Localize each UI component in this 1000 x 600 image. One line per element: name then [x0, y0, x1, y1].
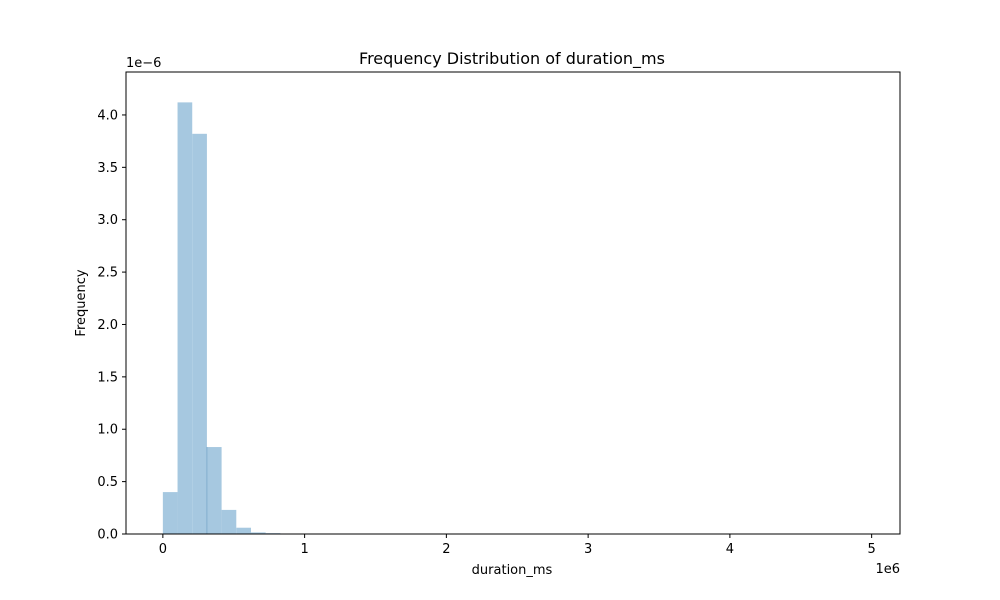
y-axis-label: Frequency	[74, 269, 89, 336]
y-tick-label: 2.0	[97, 318, 118, 333]
x-tick-label: 2	[442, 542, 450, 557]
histogram-bar	[162, 492, 178, 534]
y-tick-label: 3.0	[97, 213, 118, 228]
histogram-bar	[221, 509, 237, 534]
y-axis-ticks: 0.0 0.5 1.0 1.5 2.0 2.5 3.0 3.5 4.0	[97, 108, 126, 543]
chart-title: Frequency Distribution of duration_ms	[359, 49, 665, 69]
x-tick-label: 1	[300, 542, 308, 557]
histogram-bar	[236, 527, 251, 534]
y-tick-label: 0.5	[97, 475, 118, 490]
histogram-bar	[250, 532, 266, 534]
x-tick-label: 3	[584, 542, 592, 557]
y-tick-label: 1.5	[97, 370, 118, 385]
histogram-bar	[206, 447, 222, 534]
x-axis-label: duration_ms	[472, 563, 553, 578]
histogram-bar	[177, 102, 193, 534]
y-tick-label: 0.0	[97, 528, 118, 543]
y-offset-label: 1e−6	[126, 56, 161, 71]
plot-frame	[125, 71, 901, 535]
x-tick-label: 4	[726, 542, 734, 557]
x-tick-label: 5	[868, 542, 876, 557]
bars-group	[162, 102, 340, 535]
x-axis-ticks: 0 1 2 3 4 5	[159, 534, 876, 557]
y-tick-label: 2.5	[97, 266, 118, 281]
y-tick-label: 3.5	[97, 161, 118, 176]
y-tick-label: 1.0	[97, 423, 118, 438]
x-offset-label: 1e6	[875, 562, 900, 577]
histogram-bar	[192, 133, 207, 535]
y-tick-label: 4.0	[97, 108, 118, 123]
x-tick-label: 0	[159, 542, 167, 557]
